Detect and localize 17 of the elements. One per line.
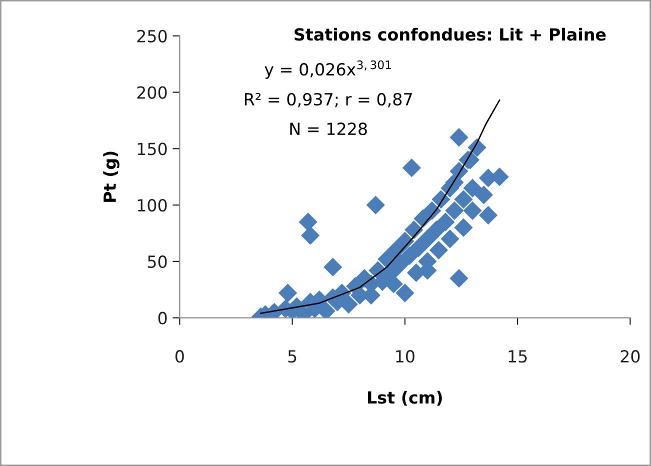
y-tick-label: 200	[137, 86, 167, 99]
x-tick-label: 0	[175, 350, 184, 363]
x-tick-label: 20	[620, 350, 640, 363]
annotation: N = 1228	[290, 122, 367, 136]
annotation: R² = 0,937; r = 0,87	[244, 92, 412, 108]
y-tick-label: 250	[137, 30, 167, 42]
y-axis-title: Pt (g)	[103, 152, 120, 202]
x-tick-label: 5	[288, 350, 296, 363]
x-tick-label: 15	[508, 350, 527, 363]
y-tick-label: 100	[138, 199, 167, 212]
x-axis-title: Lst (cm)	[368, 390, 442, 406]
y-tick-label: 0	[158, 312, 167, 324]
y-tick-label: 50	[148, 255, 167, 268]
chart-title: Stations confondues: Lit + Plaine	[294, 28, 606, 41]
annotation: y = 0,026x$^{3,301}$	[264, 60, 391, 79]
x-tick-label: 10	[396, 350, 414, 363]
y-tick-label: 150	[138, 142, 167, 156]
